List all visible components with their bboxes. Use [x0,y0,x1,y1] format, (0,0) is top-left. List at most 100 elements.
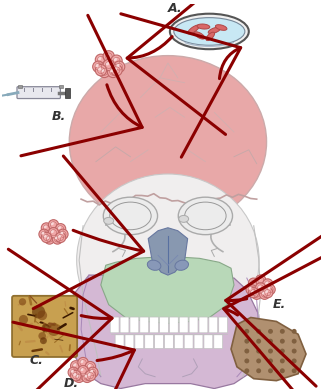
Ellipse shape [197,24,210,29]
Circle shape [41,223,51,233]
Circle shape [95,54,107,66]
FancyBboxPatch shape [150,317,159,333]
Circle shape [87,372,91,376]
Circle shape [265,290,268,293]
Circle shape [55,236,58,239]
Bar [65,88,70,98]
Text: E.: E. [273,298,286,311]
Circle shape [268,368,273,373]
Ellipse shape [103,197,158,235]
FancyArrowPatch shape [8,249,112,390]
Circle shape [73,363,76,366]
Circle shape [111,65,122,76]
FancyBboxPatch shape [219,317,228,333]
Circle shape [292,349,297,353]
Circle shape [245,349,249,353]
Circle shape [108,66,119,78]
FancyBboxPatch shape [135,335,144,349]
Circle shape [267,287,270,290]
Circle shape [262,291,265,294]
Circle shape [254,291,257,294]
Circle shape [51,230,54,233]
Circle shape [106,53,109,57]
Circle shape [258,285,261,288]
Circle shape [258,277,261,280]
Polygon shape [231,317,306,381]
Ellipse shape [174,18,245,45]
Circle shape [78,365,88,376]
FancyBboxPatch shape [164,335,173,349]
Circle shape [84,374,88,378]
Text: A.: A. [168,2,182,15]
Circle shape [248,287,252,290]
Circle shape [268,329,273,334]
Circle shape [251,290,254,293]
Circle shape [80,368,83,371]
FancyArrowPatch shape [33,156,144,308]
Circle shape [103,51,114,62]
Circle shape [41,231,44,235]
Circle shape [268,339,273,344]
Circle shape [19,298,26,305]
Circle shape [280,329,285,334]
Ellipse shape [170,14,249,49]
Circle shape [74,372,84,383]
Circle shape [103,59,114,71]
Circle shape [292,339,297,344]
Circle shape [95,65,107,76]
Circle shape [76,374,79,378]
Ellipse shape [215,25,227,30]
Circle shape [248,287,259,298]
Circle shape [47,236,50,239]
Ellipse shape [104,217,114,224]
Circle shape [101,69,105,72]
Circle shape [256,339,261,344]
Circle shape [245,329,249,334]
Circle shape [265,284,275,294]
Circle shape [292,329,297,334]
Circle shape [245,368,249,373]
FancyBboxPatch shape [199,317,208,333]
Circle shape [60,231,63,235]
Circle shape [256,349,261,353]
FancyBboxPatch shape [209,317,218,333]
Ellipse shape [175,260,189,270]
FancyBboxPatch shape [130,317,139,333]
Circle shape [113,61,125,73]
FancyBboxPatch shape [189,317,198,333]
Circle shape [111,55,122,66]
Circle shape [255,283,266,293]
Circle shape [56,232,66,243]
Circle shape [73,372,76,376]
Circle shape [113,67,117,71]
Circle shape [256,358,261,363]
FancyBboxPatch shape [120,317,129,333]
Polygon shape [69,275,261,388]
Circle shape [41,324,50,332]
Circle shape [38,332,46,340]
FancyBboxPatch shape [204,335,213,349]
Ellipse shape [147,260,161,270]
Circle shape [19,315,28,324]
FancyBboxPatch shape [115,335,124,349]
Circle shape [56,223,66,234]
Circle shape [99,66,110,78]
Circle shape [245,339,249,344]
Circle shape [98,67,101,71]
Ellipse shape [206,32,214,41]
Circle shape [256,368,261,373]
Circle shape [52,234,63,244]
Ellipse shape [179,215,189,222]
FancyBboxPatch shape [17,87,60,99]
Circle shape [110,69,113,72]
Circle shape [58,234,61,238]
Circle shape [106,62,109,66]
Circle shape [280,368,285,373]
Circle shape [280,339,285,344]
FancyBboxPatch shape [160,317,168,333]
FancyBboxPatch shape [12,296,77,357]
Circle shape [248,278,259,288]
Circle shape [70,369,74,373]
Circle shape [280,349,285,353]
Circle shape [58,229,68,239]
